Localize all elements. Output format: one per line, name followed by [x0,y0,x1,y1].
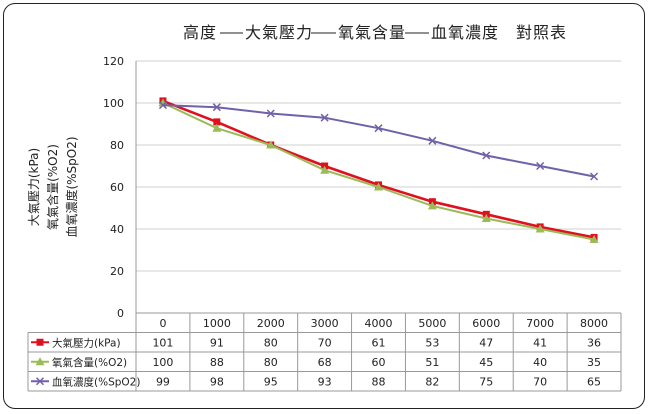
series-line [162,102,595,241]
data-point [212,103,221,112]
table-value: 47 [479,336,493,349]
data-point [213,118,221,126]
table-value: 70 [533,375,547,388]
table-value: 91 [210,336,224,349]
data-point [536,161,545,171]
table-value: 88 [372,375,386,388]
table-value: 61 [372,336,386,349]
data-point [428,136,437,145]
table-value: 70 [318,336,332,349]
y-tick-label: 120 [103,55,124,68]
table-value: 80 [264,356,278,369]
y-tick-label: 0 [117,307,124,320]
y-axis-label: 血氧濃度(%SpO2) [64,136,79,237]
y-axis-label: 氧氣含量(%O2) [45,144,60,230]
table-value: 40 [533,356,547,369]
table-value: 75 [479,375,493,388]
x-category-label: 6000 [472,317,500,330]
x-category-label: 4000 [365,317,393,330]
table-value: 35 [587,356,601,369]
data-point [158,101,167,110]
series-line [162,104,595,178]
data-point [481,214,491,222]
legend-marker [36,338,44,346]
table-value: 60 [372,356,386,369]
data-point [374,124,383,133]
table-value: 82 [425,375,439,388]
x-category-label: 2000 [257,317,285,330]
data-point [266,140,276,149]
legend-marker [35,357,45,366]
data-point [320,165,330,174]
table-value: 100 [152,356,173,369]
table-value: 98 [210,375,224,388]
data-point [482,151,491,160]
table-value: 95 [264,375,278,388]
legend-marker [35,377,45,386]
table-value: 99 [156,375,170,388]
chart-frame [3,3,645,409]
table-value: 53 [425,336,439,349]
data-point [590,172,599,181]
data-point [589,235,599,243]
x-category-label: 5000 [418,317,446,330]
chart-title-part: 大氣壓力 [245,23,313,42]
data-point [212,123,222,132]
chart-title-part: 血氧濃度 [431,23,499,42]
series-line [162,99,595,239]
data-point [535,224,545,233]
table-value: 65 [587,375,601,388]
chart-title-part: 對照表 [516,23,567,42]
table-value: 101 [152,336,173,349]
table-value: 45 [479,356,493,369]
table-value: 41 [533,336,547,349]
table-value: 88 [210,356,224,369]
y-axis-label: 大氣壓力(kPa) [27,148,41,226]
x-category-label: 8000 [580,317,608,330]
chart-title-part: 高度 [183,23,217,42]
legend-label: 大氣壓力(kPa) [52,336,121,349]
data-point [266,109,275,118]
data-point [374,182,383,191]
x-category-label: 7000 [526,317,554,330]
y-tick-label: 100 [103,97,124,110]
x-category-label: 3000 [311,317,339,330]
y-tick-label: 60 [110,181,124,194]
data-point [320,113,329,122]
table-value: 68 [318,356,332,369]
table-value: 80 [264,336,278,349]
data-point [427,201,437,210]
y-tick-label: 20 [110,265,124,278]
table-value: 51 [425,356,439,369]
chart-title-part: 氧氣含量 [338,23,406,42]
x-category-label: 1000 [203,317,231,330]
x-category-label: 0 [159,317,166,330]
y-tick-label: 40 [110,223,124,236]
legend-label: 血氧濃度(%SpO2) [52,375,140,388]
y-tick-label: 80 [110,139,124,152]
table-value: 93 [318,375,332,388]
table-value: 36 [587,336,601,349]
legend-label: 氧氣含量(%O2) [52,356,127,369]
